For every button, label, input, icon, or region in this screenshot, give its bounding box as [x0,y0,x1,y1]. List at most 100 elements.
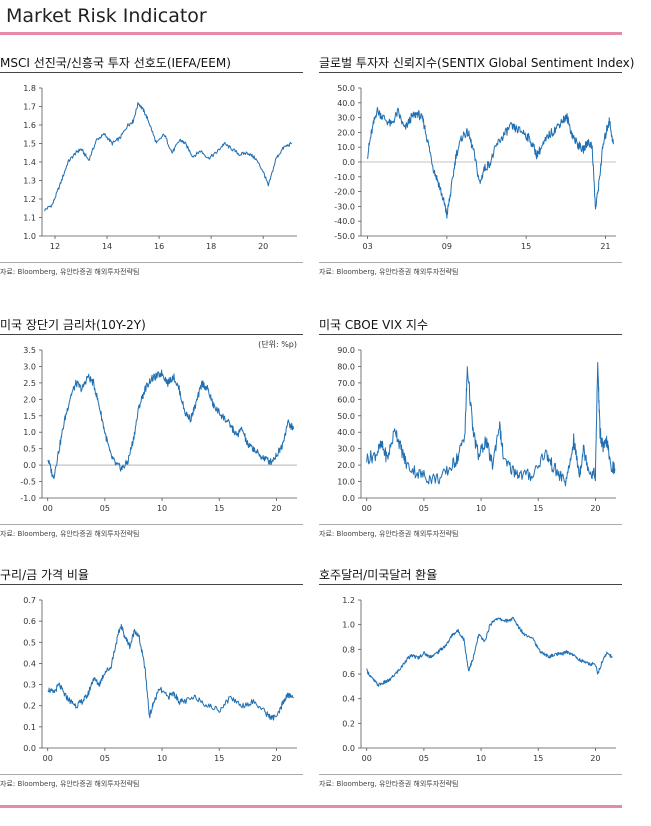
x-tick-label: 10 [476,754,486,763]
y-tick-label: 70.0 [337,379,355,388]
x-tick-label: 00 [362,504,372,513]
panel-3: 미국 장단기 금리차(10Y-2Y) (단위: %p) 3.5 3.0 2.5 2.0 1… [0,316,303,546]
y-tick-label: 90.0 [337,346,355,355]
y-tick-label: 1.0 [342,621,355,630]
chart-3: (단위: %p) 3.5 3.0 2.5 2.0 1.5 1.0 0.5 0.0 -0.5 -1.0… [20,339,297,513]
x-tick-label: 15 [533,504,543,513]
panel-1: MSCI 선진국/신흥국 투자 선호도(IEFA/EEM) 1.0 1.1 1.2 1… [0,54,303,284]
source-note: 자료: Bloomberg, 유안타증권 해외투자전략팀 [319,268,459,276]
x-tick-label: 10 [157,754,167,763]
x-tick-label: 14 [102,242,112,251]
x-tick-label: 20 [590,504,600,513]
y-tick-label: 1.1 [23,214,36,223]
x-tick-label: 16 [154,242,164,251]
y-tick-label: 1.0 [23,232,36,241]
y-tick-label: -30.0 [334,202,355,211]
x-tick-label: 15 [214,754,224,763]
y-tick-label: 80.0 [337,362,355,371]
x-tick-label: 09 [442,242,452,251]
y-tick-label: 0.3 [23,681,36,690]
panel-rule [319,334,622,335]
x-tick-label: 05 [419,504,429,513]
series-line [47,624,294,721]
y-tick-label: 10.0 [337,143,355,152]
x-tick-label: 00 [43,754,53,763]
y-tick-label: 0.5 [23,638,36,647]
source-note: 자료: Bloomberg, 유안타증권 해외투자전략팀 [319,530,459,538]
source-note: 자료: Bloomberg, 유안타증권 해외투자전략팀 [0,780,140,788]
y-tick-label: -0.5 [20,478,36,487]
y-tick-label: 0.0 [23,744,36,753]
y-tick-label: 0.6 [342,670,355,679]
panel-title: 구리/금 가격 비율 [0,568,89,582]
y-tick-label: 0.0 [342,494,355,503]
y-tick-label: 1.2 [342,596,355,605]
y-tick-label: 0.4 [342,695,355,704]
unit-label: (단위: %p) [258,339,297,349]
x-tick-label: 15 [533,754,543,763]
y-tick-label: 0.2 [23,702,36,711]
y-tick-label: 1.3 [23,177,36,186]
y-tick-label: 30.0 [337,114,355,123]
y-tick-label: 60.0 [337,395,355,404]
y-tick-label: 10.0 [337,478,355,487]
source-note: 자료: Bloomberg, 유안타증권 해외투자전략팀 [319,780,459,788]
panel-bottom-rule [319,262,622,263]
panel-bottom-rule [0,262,303,263]
y-tick-label: -50.0 [334,232,355,241]
y-tick-label: 1.0 [23,428,36,437]
x-tick-label: 10 [476,504,486,513]
chart-1: 1.0 1.1 1.2 1.3 1.4 1.5 1.6 1.7 1.8 12 14 16 18 20 [23,84,297,251]
panel-title: MSCI 선진국/신흥국 투자 선호도(IEFA/EEM) [0,56,231,70]
series-line [366,616,613,687]
panel-rule [0,334,303,335]
chart-5: 0.7 0.6 0.5 0.4 0.3 0.2 0.1 0.0 00 05 10 15 20 [23,596,297,763]
panel-title: 호주달러/미국달러 환율 [319,568,438,582]
page-title: Market Risk Indicator [6,5,207,27]
x-tick-label: 12 [50,242,60,251]
series-line [47,369,295,479]
y-tick-label: 0.0 [342,744,355,753]
x-tick-label: 21 [600,242,610,251]
y-tick-label: 2.0 [23,395,36,404]
x-tick-label: 15 [214,504,224,513]
x-tick-label: 05 [419,754,429,763]
x-tick-label: 18 [206,242,216,251]
y-tick-label: 1.5 [23,412,36,421]
y-tick-label: 1.7 [23,103,36,112]
y-tick-label: 50.0 [337,412,355,421]
chart-4: 90.0 80.0 70.0 60.0 50.0 40.0 30.0 20.0 10.0 0.0 0… [337,346,616,513]
series-line [367,107,614,219]
x-tick-label: 00 [362,754,372,763]
panel-rule [0,72,303,73]
chart-2: 50.0 40.0 30.0 20.0 10.0 0.0 -10.0 -20.0 -30.0 -4… [334,84,616,251]
y-tick-label: 20.0 [337,128,355,137]
y-tick-label: 0.7 [23,596,36,605]
y-tick-label: 0.5 [23,445,36,454]
chart-6: 1.2 1.0 0.8 0.6 0.4 0.2 0.0 00 05 10 15 20 [342,596,616,763]
series-line [44,102,292,212]
y-tick-label: 3.0 [23,362,36,371]
top-rule [0,32,622,35]
y-tick-label: 0.0 [23,461,36,470]
y-tick-label: -40.0 [334,217,355,226]
y-tick-label: 0.1 [23,723,36,732]
y-tick-label: 0.4 [23,659,36,668]
y-tick-label: 1.4 [23,158,36,167]
y-tick-label: -10.0 [334,173,355,182]
y-tick-label: 0.8 [342,645,355,654]
y-tick-label: 40.0 [337,428,355,437]
panel-title: 미국 CBOE VIX 지수 [319,318,429,332]
panel-2: 글로벌 투자자 신뢰지수(SENTIX Global Sentiment Ind… [319,54,634,284]
panel-bottom-rule [0,774,303,775]
panel-6: 호주달러/미국달러 환율 1.2 1.0 0.8 0.6 0.4 0.2 0.0 00 05 10… [319,566,622,796]
y-tick-label: 30.0 [337,445,355,454]
y-tick-label: 1.6 [23,121,36,130]
panel-rule [0,584,303,585]
source-note: 자료: Bloomberg, 유안타증권 해외투자전략팀 [0,530,140,538]
y-tick-label: -1.0 [20,494,36,503]
panel-5: 구리/금 가격 비율 0.7 0.6 0.5 0.4 0.3 0.2 0.1 0.0 00 05 1… [0,566,303,796]
y-tick-label: 1.8 [23,84,36,93]
panel-4: 미국 CBOE VIX 지수 90.0 80.0 70.0 60.0 50.0 40.0 3… [319,316,622,546]
panel-title: 글로벌 투자자 신뢰지수(SENTIX Global Sentiment Ind… [319,56,635,70]
